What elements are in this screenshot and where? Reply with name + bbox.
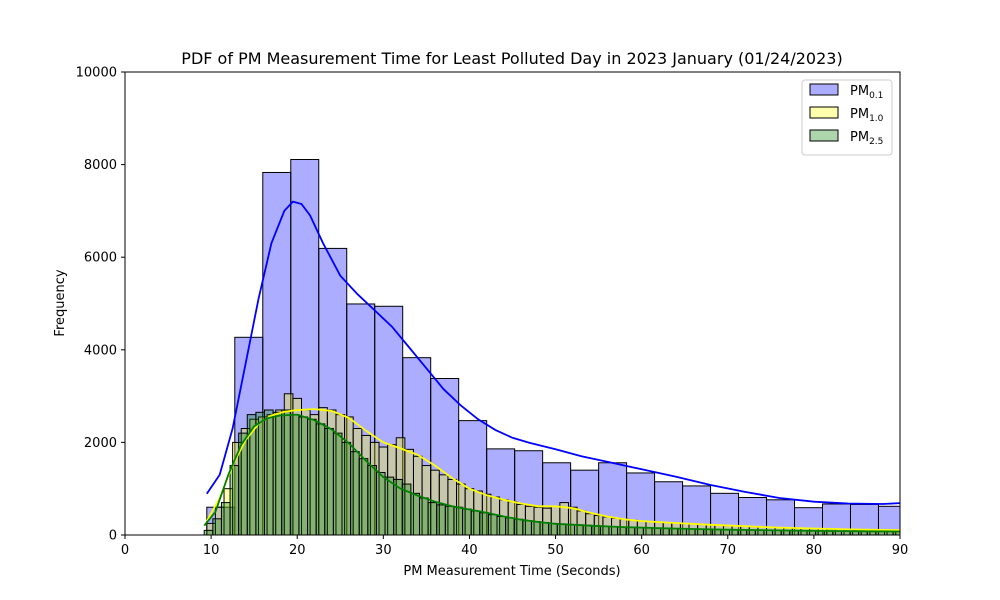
histogram-bar — [453, 506, 464, 536]
histogram-bar — [539, 521, 550, 536]
legend-box — [801, 79, 893, 156]
legend-swatch — [809, 129, 839, 142]
x-tick-label: 50 — [547, 543, 564, 558]
histogram-bar — [220, 502, 231, 536]
y-tick-label: 6000 — [84, 251, 117, 266]
histogram-bar — [505, 517, 515, 536]
x-tick-label: 60 — [633, 543, 650, 558]
legend-label: PM2.5 — [850, 130, 883, 147]
histogram-bar — [212, 518, 222, 536]
histogram-bar — [565, 523, 576, 536]
histogram-bar — [289, 414, 300, 536]
histogram-bar — [668, 528, 679, 536]
legend: PM0.1 PM1.0 PM2.5 — [801, 79, 893, 156]
legend-label: PM0.1 — [850, 84, 883, 101]
legend-item: PM2.5 — [809, 129, 883, 147]
chart-title: PDF of PM Measurement Time for Least Pol… — [181, 49, 842, 68]
histogram-bar — [496, 515, 507, 536]
kde-line-2.5 — [203, 413, 901, 533]
histogram-bar — [430, 378, 460, 536]
histogram-bar — [548, 522, 558, 536]
legend-swatch — [809, 106, 839, 119]
x-tick-label: 30 — [375, 543, 392, 558]
x-axis-label: PM Measurement Time (Seconds) — [403, 564, 620, 579]
histogram-bar — [574, 524, 584, 536]
histogram-bar — [582, 524, 593, 536]
histogram-bar — [470, 510, 481, 536]
histogram-bar — [591, 525, 601, 536]
histogram-bar — [651, 527, 662, 536]
y-tick-label: 0 — [109, 529, 117, 544]
histogram-bar — [427, 502, 438, 536]
histogram-bar — [264, 409, 274, 536]
histogram-bar — [599, 525, 610, 536]
histogram-bar — [530, 521, 541, 536]
x-tick-label: 90 — [892, 543, 909, 558]
histogram-bar — [341, 441, 352, 536]
y-tick-label: 8000 — [84, 158, 117, 173]
histogram-bar — [444, 505, 455, 536]
histogram-bar — [436, 504, 446, 536]
x-tick-label: 10 — [203, 543, 220, 558]
kde-curves — [203, 200, 901, 533]
histogram-bar — [617, 526, 627, 536]
x-axis-ticks: 0 10 20 30 40 50 60 70 80 90 — [121, 535, 908, 558]
kde-line-1.0 — [206, 408, 901, 531]
histogram-bar — [315, 423, 326, 536]
x-tick-label: 80 — [806, 543, 823, 558]
legend-swatch — [809, 83, 839, 96]
histogram-bar — [462, 508, 472, 536]
histogram-bar — [384, 476, 395, 536]
histogram-bar — [522, 520, 532, 536]
histogram-bar — [487, 514, 498, 536]
y-tick-label: 10000 — [76, 66, 117, 81]
histogram-bar — [298, 416, 309, 536]
histogram-bar — [513, 518, 524, 536]
histogram-bar — [272, 411, 283, 536]
histogram-bar — [375, 471, 386, 536]
histogram-bar — [367, 465, 377, 536]
y-axis-label: Frequency — [53, 269, 68, 336]
histogram-bar — [654, 481, 684, 536]
histogram-bar — [625, 526, 636, 536]
histogram-bar — [608, 526, 619, 536]
histogram-bar — [660, 527, 670, 536]
x-tick-label: 20 — [289, 543, 306, 558]
kde-line-0.1 — [206, 200, 901, 505]
histogram-bar — [324, 428, 334, 536]
legend-item: PM1.0 — [809, 106, 884, 124]
histogram-bar — [479, 512, 489, 536]
x-tick-label: 70 — [720, 543, 737, 558]
y-tick-label: 2000 — [84, 436, 117, 451]
histogram-bar — [419, 497, 429, 536]
histogram-bar — [350, 451, 360, 536]
histogram-bar — [634, 527, 644, 536]
histogram-bar — [229, 465, 240, 536]
histogram-bar — [766, 499, 796, 536]
histogram-bar — [307, 418, 317, 536]
histogram-bar — [556, 523, 567, 536]
histogram-bar — [255, 411, 265, 536]
x-tick-label: 40 — [461, 543, 478, 558]
histogram-bar — [358, 458, 369, 536]
histogram-bar — [703, 528, 713, 536]
histogram-bar — [626, 472, 656, 536]
y-axis-ticks: 0 2000 4000 6000 8000 10000 — [76, 66, 125, 544]
histogram-bar — [642, 527, 653, 536]
histogram-bar — [203, 529, 214, 536]
legend-item: PM0.1 — [809, 83, 883, 101]
x-tick-label: 0 — [121, 543, 129, 558]
histogram-bar — [410, 492, 420, 536]
histogram-bar — [281, 409, 291, 536]
y-tick-label: 4000 — [84, 343, 117, 358]
legend-label: PM1.0 — [850, 107, 884, 124]
histogram-bar — [402, 357, 432, 536]
plot-frame — [124, 71, 901, 536]
histogram-bar — [332, 432, 343, 536]
